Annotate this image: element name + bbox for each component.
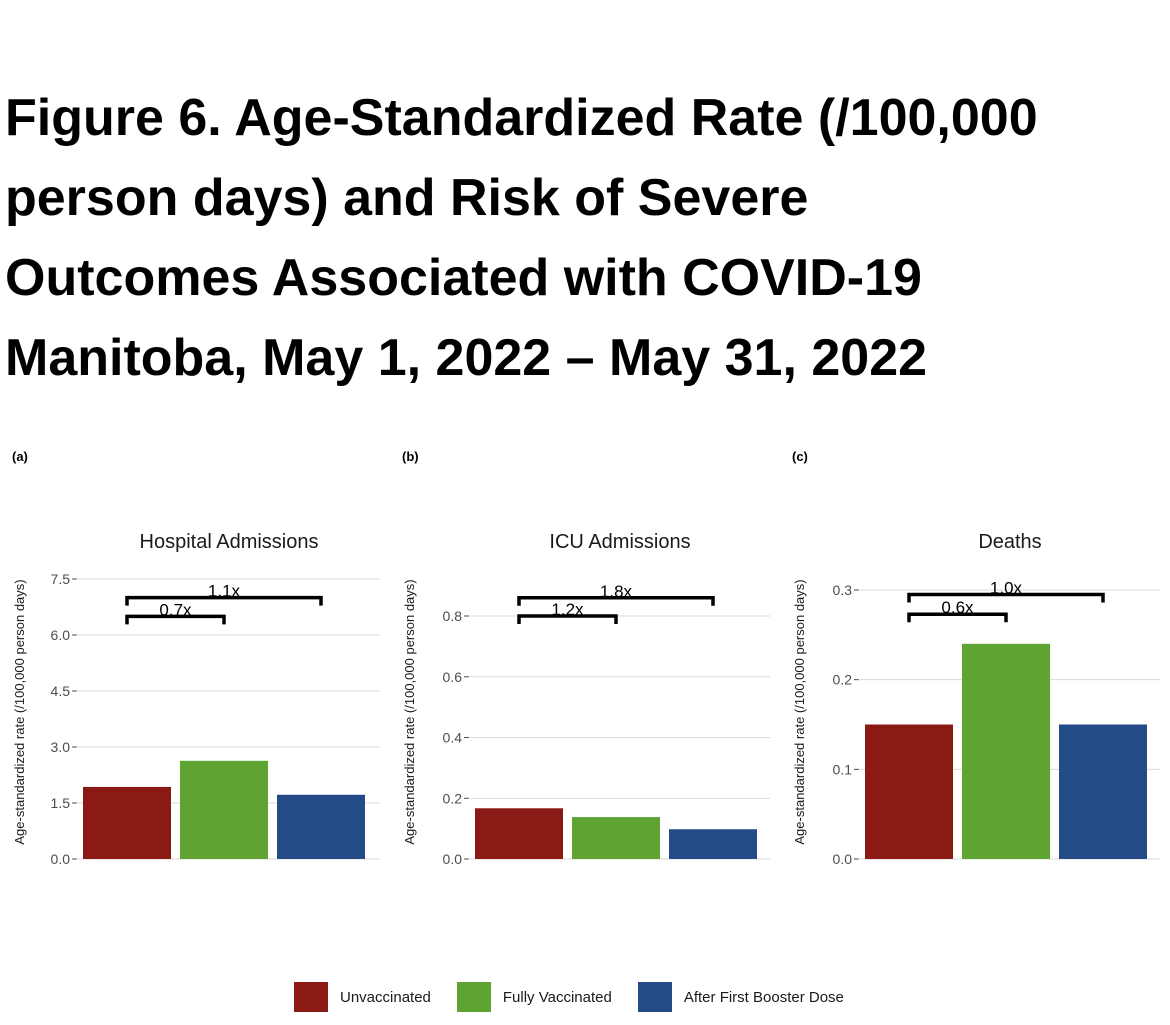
y-tick-label: 0.1 — [833, 761, 853, 777]
y-tick-label: 6.0 — [51, 627, 71, 643]
legend-label: After First Booster Dose — [683, 988, 844, 1006]
y-tick-label: 0.0 — [443, 851, 463, 867]
panel-label: (c) — [792, 449, 808, 464]
figure-title-line: person days) and Risk of Severe — [5, 169, 809, 227]
y-tick-label: 0.6 — [443, 669, 463, 685]
y-tick-label: 0.0 — [833, 851, 853, 867]
legend-swatch — [294, 982, 328, 1012]
comparison-bracket — [907, 592, 1105, 603]
comparison-bracket — [125, 595, 323, 606]
bar-after-first-booster-dose — [669, 829, 757, 859]
bar-unvaccinated — [865, 724, 953, 859]
y-tick-label: 0.2 — [833, 672, 853, 688]
figure-title-line: Manitoba, May 1, 2022 – May 31, 2022 — [5, 329, 928, 387]
charts-area: (a) Hospital Admissions 0.0 1.5 3.0 4.5 6.0 7.5… — [12, 449, 1160, 867]
y-tick-label: 4.5 — [51, 683, 71, 699]
panel-title: Hospital Admissions — [140, 531, 319, 553]
y-axis-label: Age-standardized rate (/100,000 person d… — [792, 579, 807, 844]
y-tick-label: 3.0 — [51, 739, 71, 755]
figure-title-line: Outcomes Associated with COVID-19 — [5, 249, 922, 307]
legend-label: Fully Vaccinated — [502, 988, 612, 1006]
bar-after-first-booster-dose — [277, 794, 365, 859]
bar-after-first-booster-dose — [1059, 724, 1147, 859]
comparison-bracket — [517, 614, 618, 624]
comparison-label: 1.0x — [990, 578, 1023, 597]
comparison-bracket — [907, 612, 1008, 623]
panel-label: (a) — [12, 449, 28, 464]
y-tick-label: 0.3 — [833, 582, 853, 598]
y-axis-label: Age-standardized rate (/100,000 person d… — [402, 579, 417, 844]
comparison-bracket — [125, 614, 226, 625]
panel-title: ICU Admissions — [549, 531, 690, 553]
legend-item-booster: After First Booster Dose — [637, 982, 852, 1012]
panel-title: Deaths — [978, 531, 1041, 553]
legend: Unvaccinated Fully Vaccinated After Firs… — [294, 982, 870, 1012]
bar-fully-vaccinated — [180, 760, 268, 859]
bar-fully-vaccinated — [572, 817, 660, 859]
y-tick-label: 7.5 — [51, 571, 71, 587]
legend-label: Unvaccinated — [340, 988, 431, 1006]
legend-swatch — [637, 982, 672, 1012]
y-axis-label: Age-standardized rate (/100,000 person d… — [12, 579, 27, 844]
bar-unvaccinated — [475, 808, 563, 859]
comparison-label: 1.2x — [551, 600, 584, 619]
figure-title: Figure 6. Age-Standardized Rate (/100,00… — [5, 78, 1170, 398]
comparison-label: 1.8x — [600, 582, 633, 601]
comparison-label: 0.7x — [159, 600, 192, 619]
legend-item-unvaccinated: Unvaccinated — [294, 982, 439, 1012]
comparison-label: 1.1x — [208, 582, 241, 601]
legend-item-fully-vaccinated: Fully Vaccinated — [456, 982, 620, 1012]
y-tick-label: 0.4 — [443, 730, 463, 746]
y-tick-label: 0.8 — [443, 608, 463, 624]
comparison-label: 0.6x — [941, 598, 974, 617]
panel-label: (b) — [402, 449, 419, 464]
y-tick-label: 0.0 — [51, 851, 71, 867]
bar-fully-vaccinated — [962, 643, 1050, 859]
legend-swatch — [456, 982, 491, 1012]
y-tick-label: 1.5 — [51, 795, 71, 811]
comparison-bracket — [517, 596, 715, 606]
y-tick-label: 0.2 — [443, 790, 463, 806]
bar-unvaccinated — [83, 786, 171, 859]
figure-title-line: Figure 6. Age-Standardized Rate (/100,00… — [5, 89, 1038, 147]
